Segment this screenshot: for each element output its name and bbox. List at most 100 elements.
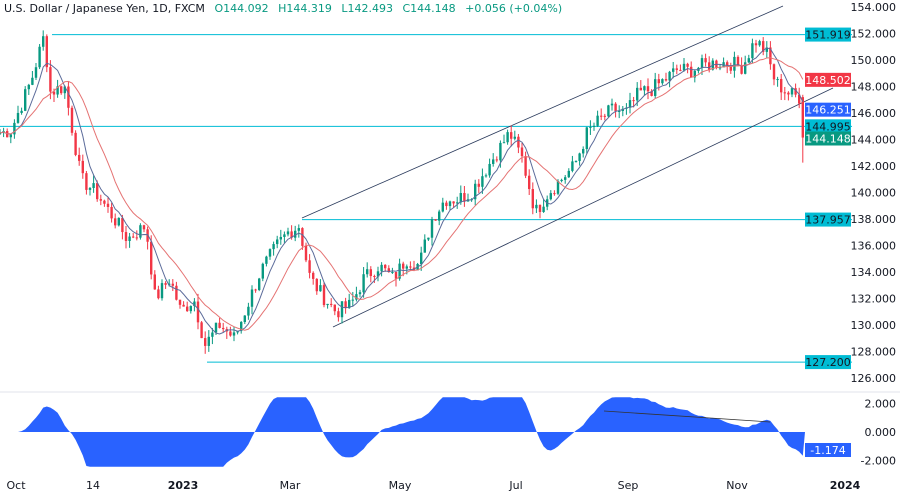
candle-body — [135, 237, 138, 239]
candle-body — [733, 56, 736, 71]
candle-body — [60, 86, 63, 94]
candle-body — [769, 47, 772, 65]
candle-body — [117, 217, 120, 226]
candle-body — [610, 103, 614, 106]
candle-body — [542, 206, 545, 212]
ohlc-close: C144.148 — [402, 2, 456, 15]
candle-body — [643, 86, 646, 91]
candle-body — [553, 193, 556, 195]
x-tick-label: Oct — [6, 479, 26, 492]
candle-body — [24, 89, 27, 111]
candle-body — [297, 228, 300, 231]
candle-body — [405, 266, 408, 269]
level-price-label-bg — [805, 27, 851, 42]
oscillator-trendline — [603, 410, 771, 423]
candle-body — [459, 193, 462, 203]
candle-body — [319, 285, 322, 292]
candle-body — [790, 88, 794, 95]
candle-body — [114, 218, 117, 226]
candle-body — [340, 301, 344, 318]
candle-body — [780, 79, 783, 93]
candle-body — [268, 249, 272, 257]
y-tick-label: 128.000 — [851, 346, 897, 359]
candle-body — [650, 91, 653, 96]
candle-body — [27, 84, 30, 90]
candle-body — [200, 322, 203, 339]
candle-body — [45, 36, 48, 68]
candle-body — [326, 303, 329, 306]
ma-price-label: 148.502 — [805, 74, 851, 87]
candle-body — [751, 43, 754, 59]
candle-body — [463, 193, 466, 202]
candle-body — [380, 264, 383, 272]
candle-body — [578, 153, 581, 161]
candle-body — [801, 97, 804, 138]
candle-body — [736, 56, 740, 66]
level-price-label: 151.919 — [805, 29, 851, 42]
candle-body — [0, 133, 2, 135]
candle-body — [128, 236, 131, 241]
candle-body — [178, 299, 182, 305]
candle-body — [718, 67, 722, 69]
candle-body — [186, 306, 189, 312]
candle-body — [661, 79, 664, 84]
candle-body — [376, 271, 380, 277]
candle-body — [682, 63, 686, 71]
candle-body — [63, 86, 66, 94]
candle-body — [56, 86, 59, 95]
candle-body — [13, 122, 16, 135]
candle-body — [110, 206, 113, 219]
channel-upper-line — [301, 5, 784, 219]
candle-body — [708, 62, 711, 70]
y-tick-label: 142.000 — [851, 160, 897, 173]
candle-body — [34, 67, 38, 78]
candle-body — [294, 230, 297, 238]
channel-price-label-bg — [805, 102, 851, 117]
candle-body — [222, 327, 225, 330]
candle-body — [477, 183, 480, 187]
candle-body — [272, 244, 275, 250]
candle-body — [758, 41, 761, 46]
candle-body — [333, 304, 336, 312]
oscillator-area — [0, 397, 805, 467]
candle-body — [524, 156, 527, 176]
candle-body — [603, 115, 606, 117]
candle-body — [398, 263, 401, 279]
indicator-value-label: -1.174 — [810, 444, 845, 457]
candle-body — [668, 71, 671, 81]
indicator-tick-label: 2.000 — [865, 398, 897, 411]
y-tick-label: 134.000 — [851, 266, 897, 279]
y-tick-label: 140.000 — [851, 187, 897, 200]
y-tick-label: 154.000 — [851, 1, 897, 14]
y-tick-label: 136.000 — [851, 240, 897, 253]
candle-body — [402, 263, 405, 269]
candle-body — [693, 70, 696, 78]
candle-body — [142, 225, 146, 230]
candle-body — [632, 100, 635, 102]
candle-body — [423, 239, 426, 253]
candle-body — [189, 306, 192, 312]
candle-body — [204, 338, 207, 346]
symbol-title: U.S. Dollar / Japanese Yen, 1D, FXCM — [4, 2, 205, 15]
candle-body — [229, 331, 232, 336]
candle-body — [614, 103, 617, 112]
candle-body — [585, 127, 588, 149]
candle-body — [409, 266, 412, 268]
candle-body — [52, 91, 56, 95]
y-tick-label: 132.000 — [851, 293, 897, 306]
candle-body — [639, 87, 642, 91]
candle-body — [488, 163, 491, 176]
indicator-tick-label: -2.000 — [861, 454, 896, 467]
candle-body — [67, 86, 70, 108]
candle-body — [207, 336, 210, 346]
candle-body — [150, 241, 153, 275]
candle-body — [607, 105, 610, 117]
ohlc-change: +0.056 (+0.04%) — [465, 2, 563, 15]
candle-body — [513, 136, 516, 139]
candle-body — [679, 69, 682, 71]
candle-body — [744, 62, 747, 74]
x-tick-label: Sep — [618, 479, 639, 492]
candle-body — [330, 303, 333, 305]
